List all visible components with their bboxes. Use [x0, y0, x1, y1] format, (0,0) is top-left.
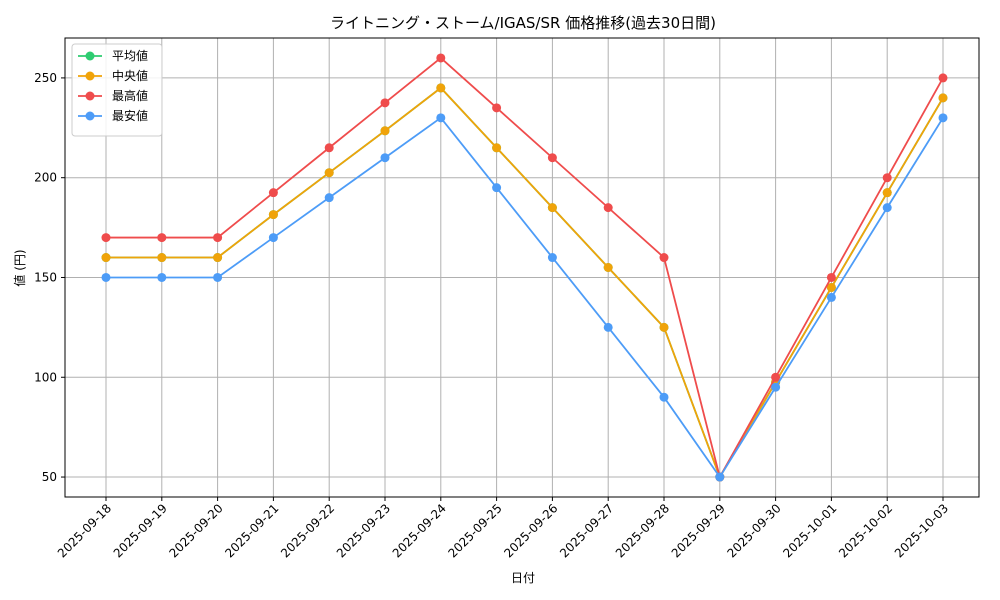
data-point: [101, 253, 111, 263]
data-point: [603, 322, 613, 332]
data-point: [101, 233, 111, 243]
legend-marker: [85, 71, 95, 81]
data-point: [826, 282, 836, 292]
data-point: [268, 188, 278, 198]
data-point: [492, 143, 502, 153]
data-point: [715, 472, 725, 482]
data-point: [380, 126, 390, 136]
data-point: [436, 113, 446, 123]
series-line: [106, 116, 944, 479]
x-tick-label: 2025-09-21: [222, 501, 281, 560]
y-tick-label: 100: [34, 370, 57, 384]
data-point: [324, 168, 334, 178]
series-line: [106, 56, 944, 480]
data-point: [380, 98, 390, 108]
y-tick-label: 150: [34, 270, 57, 284]
data-point: [882, 203, 892, 213]
y-tick-label: 200: [34, 171, 57, 185]
y-tick-label: 250: [34, 71, 57, 85]
series-中央値: [101, 83, 948, 482]
x-tick-label: 2025-09-23: [334, 501, 393, 560]
data-point: [547, 203, 557, 213]
legend-marker: [85, 111, 95, 121]
y-axis: 50 100 150 200 250: [34, 71, 65, 484]
data-point: [826, 272, 836, 282]
x-tick-label: 2025-10-03: [892, 501, 951, 560]
data-point: [938, 93, 948, 103]
chart-title: ライトニング・ストーム/IGAS/SR 価格推移(過去30日間): [330, 14, 716, 32]
x-tick-label: 2025-09-27: [557, 501, 616, 560]
y-tick-label: 50: [42, 470, 57, 484]
data-point: [101, 272, 111, 282]
data-point: [157, 253, 167, 263]
data-point: [268, 210, 278, 220]
legend-item: 平均値: [78, 48, 148, 63]
legend-item: 最高値: [78, 88, 148, 103]
legend-item: 中央値: [78, 68, 148, 83]
legend-marker: [85, 91, 95, 101]
series-最安値: [101, 113, 948, 482]
legend-label: 中央値: [112, 68, 148, 83]
y-axis-label: 値 (円): [12, 249, 27, 286]
data-point: [436, 53, 446, 63]
data-point: [492, 103, 502, 113]
data-point: [213, 253, 223, 263]
x-tick-label: 2025-09-28: [613, 501, 672, 560]
data-point: [157, 272, 167, 282]
data-point: [492, 183, 502, 193]
data-point: [213, 272, 223, 282]
series-平均値: [101, 83, 948, 482]
series-line: [106, 86, 944, 480]
data-point: [882, 188, 892, 198]
legend-item: 最安値: [78, 108, 148, 123]
data-point: [547, 153, 557, 163]
data-point: [659, 253, 669, 263]
grid: [65, 38, 979, 497]
data-point: [324, 143, 334, 153]
data-point: [380, 153, 390, 163]
x-axis: 2025-09-182025-09-192025-09-202025-09-21…: [55, 497, 951, 560]
data-point: [882, 173, 892, 183]
x-tick-label: 2025-09-29: [669, 501, 728, 560]
data-point: [547, 253, 557, 263]
x-tick-label: 2025-09-20: [167, 501, 226, 560]
series-lines: [101, 53, 948, 482]
x-tick-label: 2025-09-19: [111, 501, 170, 560]
x-tick-label: 2025-09-18: [55, 501, 114, 560]
data-point: [659, 392, 669, 402]
plot-frame: [64, 37, 980, 498]
series-line: [106, 86, 944, 480]
data-point: [603, 203, 613, 213]
data-point: [659, 322, 669, 332]
data-point: [938, 113, 948, 123]
legend-label: 最高値: [112, 88, 148, 103]
x-axis-label: 日付: [511, 571, 535, 585]
data-point: [603, 263, 613, 272]
data-point: [268, 233, 278, 243]
data-point: [826, 292, 836, 302]
data-point: [771, 382, 781, 392]
legend-marker: [85, 51, 95, 61]
x-tick-label: 2025-09-22: [278, 501, 337, 560]
x-tick-label: 2025-09-30: [725, 501, 784, 560]
series-最高値: [101, 53, 948, 482]
data-point: [436, 83, 446, 93]
data-point: [157, 233, 167, 243]
x-tick-label: 2025-09-26: [501, 501, 560, 560]
legend-label: 最安値: [112, 108, 148, 123]
data-point: [324, 193, 334, 203]
data-point: [938, 73, 948, 83]
data-point: [771, 372, 781, 382]
x-tick-label: 2025-10-01: [780, 501, 839, 560]
x-tick-label: 2025-09-25: [446, 501, 505, 560]
legend-box: [71, 43, 163, 137]
x-tick-label: 2025-10-02: [836, 501, 895, 560]
x-tick-label: 2025-09-24: [390, 501, 449, 560]
legend-label: 平均値: [112, 48, 148, 63]
data-point: [213, 233, 223, 243]
